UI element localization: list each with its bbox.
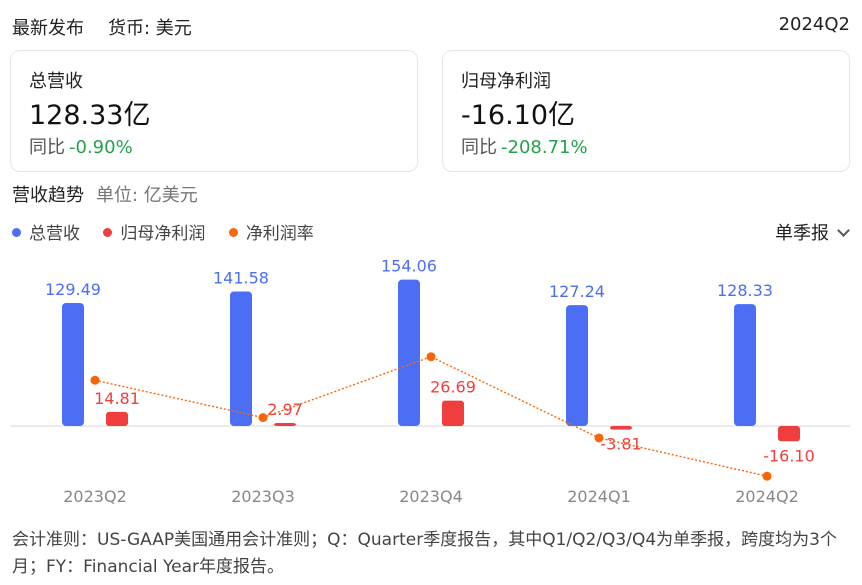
net-profit-bar[interactable] xyxy=(274,423,296,426)
period-dropdown[interactable]: 单季报 xyxy=(775,219,850,245)
legend-label-net-profit: 归母净利润 xyxy=(120,224,206,244)
net-margin-point[interactable] xyxy=(594,433,604,443)
trend-title: 营收趋势 xyxy=(12,185,84,206)
revenue-card-label: 总营收 xyxy=(29,71,83,92)
legend-label-revenue: 总营收 xyxy=(29,224,80,244)
net-profit-data-label: -3.81 xyxy=(600,435,641,454)
revenue-yoy-label: 同比 xyxy=(29,137,65,158)
revenue-bar[interactable] xyxy=(398,279,420,426)
net-profit-card: 归母净利润 -16.10亿 同比 -208.71% xyxy=(442,50,850,172)
legend-item-net-profit[interactable]: 归母净利润 xyxy=(103,219,205,244)
net-margin-point[interactable] xyxy=(762,471,772,481)
net-profit-yoy: 同比 -208.71% xyxy=(461,133,588,159)
legend-label-margin: 净利润率 xyxy=(245,224,314,244)
release-title: 最新发布 xyxy=(12,18,84,39)
revenue-data-label: 129.49 xyxy=(45,280,101,299)
net-profit-yoy-label: 同比 xyxy=(461,137,497,158)
revenue-card-value: 128.33亿 xyxy=(29,100,151,131)
net-profit-card-label: 归母净利润 xyxy=(461,71,551,92)
chart-legend: 总营收 归母净利润 净利润率 xyxy=(12,219,332,244)
net-profit-card-value: -16.10亿 xyxy=(461,100,576,131)
net-profit-data-label: -16.10 xyxy=(763,446,815,465)
net-profit-data-label: 14.81 xyxy=(94,389,140,408)
x-tick-label: 2023Q3 xyxy=(231,487,295,506)
revenue-data-label: 128.33 xyxy=(717,281,773,300)
revenue-card: 总营收 128.33亿 同比 -0.90% xyxy=(10,50,418,172)
revenue-data-label: 127.24 xyxy=(549,282,605,301)
net-margin-point[interactable] xyxy=(90,375,100,385)
net-margin-point[interactable] xyxy=(426,352,436,362)
trend-header: 营收趋势 单位: 亿美元 xyxy=(12,181,198,207)
net-profit-bar[interactable] xyxy=(442,400,464,426)
x-tick-label: 2023Q4 xyxy=(399,487,463,506)
revenue-yoy-value: -0.90% xyxy=(69,137,133,158)
net-profit-data-label: 26.69 xyxy=(430,378,476,397)
legend-dot-revenue xyxy=(12,228,21,237)
legend-dot-margin xyxy=(228,228,238,237)
net-margin-line xyxy=(94,355,768,477)
currency-label: 货币: 美元 xyxy=(108,18,192,39)
legend-item-revenue[interactable]: 总营收 xyxy=(12,219,80,244)
net-profit-yoy-value: -208.71% xyxy=(501,137,588,158)
revenue-bar[interactable] xyxy=(62,302,84,426)
accounting-footnote: 会计准则：US-GAAP美国通用会计准则；Q：Quarter季度报告，其中Q1/… xyxy=(12,530,837,577)
period-dropdown-label: 单季报 xyxy=(775,223,829,244)
net-profit-bar[interactable] xyxy=(778,426,800,442)
x-tick-label: 2024Q2 xyxy=(735,487,799,506)
revenue-data-label: 141.58 xyxy=(213,268,269,287)
report-period: 2024Q2 xyxy=(778,14,850,35)
net-profit-bar[interactable] xyxy=(610,426,632,430)
revenue-bar[interactable] xyxy=(230,291,252,426)
x-tick-label: 2023Q2 xyxy=(63,487,127,506)
net-margin-point[interactable] xyxy=(258,413,268,423)
x-tick-label: 2024Q1 xyxy=(567,487,631,506)
net-profit-data-label: 2.97 xyxy=(267,400,303,419)
revenue-bar[interactable] xyxy=(734,304,756,426)
revenue-data-label: 154.06 xyxy=(381,257,437,276)
legend-item-margin[interactable]: 净利润率 xyxy=(228,219,314,244)
revenue-trend-chart: 129.49 14.81 2023Q2 141.58 2.97 2023Q3 154.06 2… xyxy=(10,257,850,506)
release-header: 最新发布 货币: 美元 2024Q2 xyxy=(12,14,850,40)
chevron-down-icon xyxy=(837,224,850,237)
revenue-bar[interactable] xyxy=(566,305,588,426)
revenue-yoy: 同比 -0.90% xyxy=(29,133,133,159)
trend-unit: 单位: 亿美元 xyxy=(96,185,198,206)
net-profit-bar[interactable] xyxy=(106,411,128,426)
legend-dot-net-profit xyxy=(103,228,113,237)
